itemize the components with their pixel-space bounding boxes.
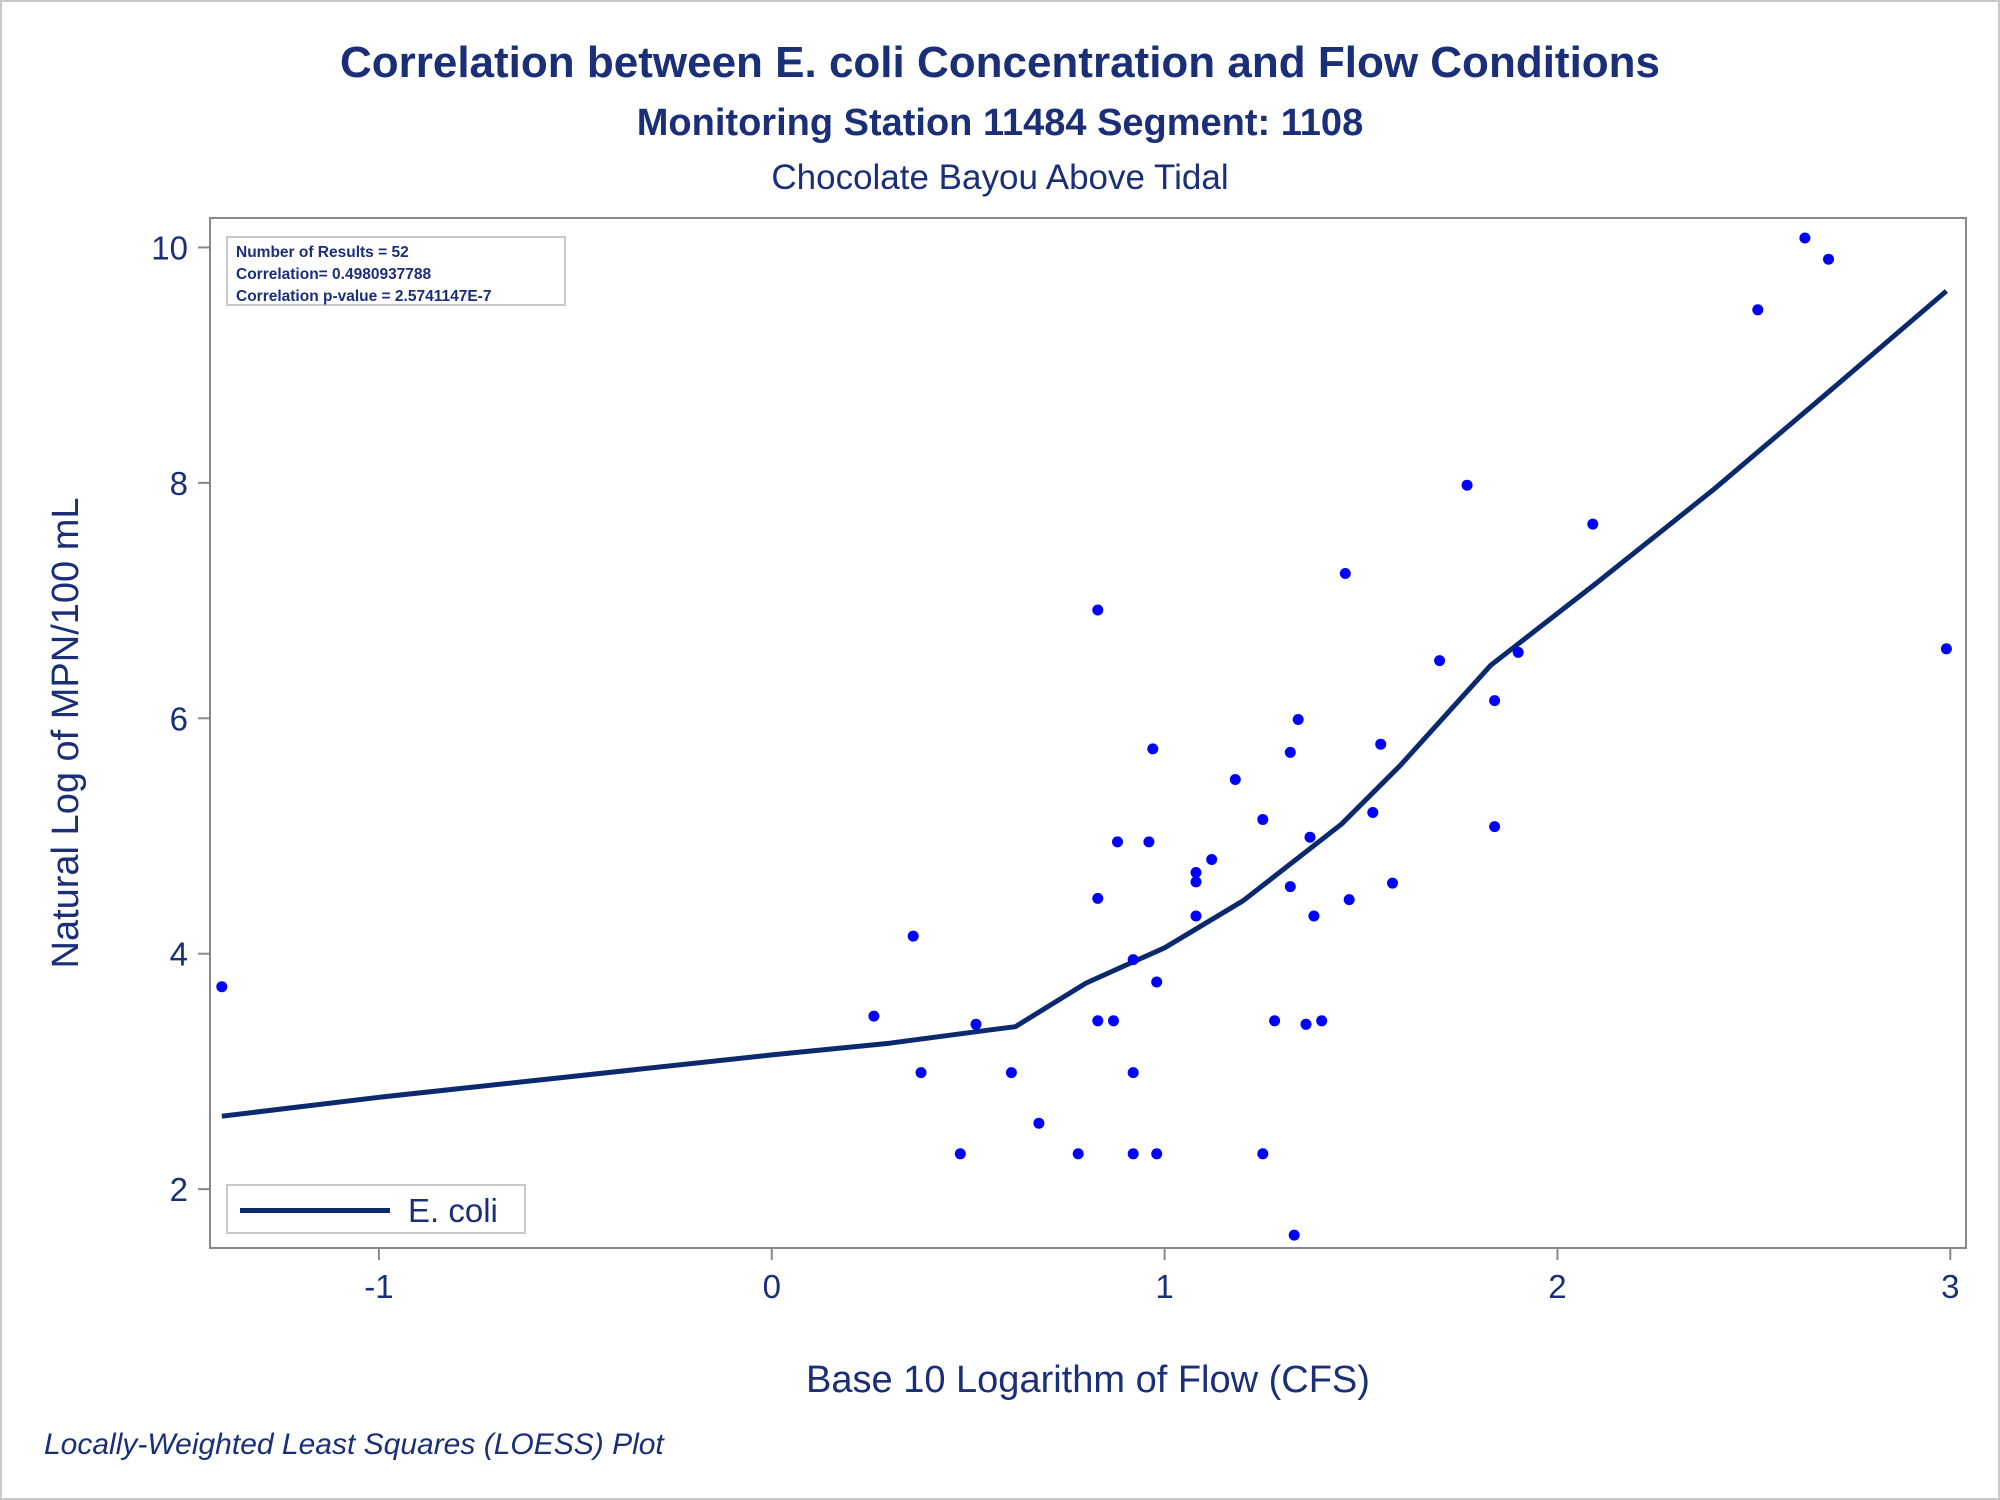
legend: E. coli <box>226 1184 526 1234</box>
data-point <box>1269 1015 1281 1027</box>
data-point <box>1190 876 1202 888</box>
y-tick-label: 8 <box>170 465 188 502</box>
data-point <box>1304 831 1316 843</box>
data-point <box>1587 518 1599 530</box>
data-point <box>1339 568 1351 579</box>
x-tick-label: 3 <box>1941 1268 1959 1305</box>
data-point <box>1143 836 1155 848</box>
data-point <box>1127 954 1139 966</box>
stat-p-value: Correlation p-value = 2.5741147E-7 <box>236 288 492 305</box>
data-point <box>1461 479 1473 491</box>
y-axis-label: Natural Log of MPN/100 mL <box>45 497 87 968</box>
loess-line <box>221 289 1949 1119</box>
data-point <box>970 1018 982 1030</box>
data-point <box>1512 646 1524 658</box>
data-point <box>1284 881 1296 893</box>
stat-correlation: Correlation= 0.4980937788 <box>236 266 432 283</box>
data-point <box>1151 1148 1163 1160</box>
data-point <box>1489 821 1501 833</box>
data-point <box>1127 1148 1139 1160</box>
data-point <box>1257 1148 1269 1160</box>
x-tick-label: -1 <box>364 1268 393 1305</box>
data-point <box>1112 836 1123 848</box>
data-point <box>1072 1148 1084 1160</box>
y-tick-label: 6 <box>170 700 188 737</box>
x-tick-label: 2 <box>1548 1268 1566 1305</box>
data-point <box>1292 714 1304 725</box>
data-point <box>1434 655 1446 667</box>
data-point <box>1752 304 1764 316</box>
data-point <box>1375 738 1387 750</box>
data-point <box>1257 814 1269 825</box>
data-point <box>1799 232 1811 244</box>
y-tick-label: 10 <box>151 229 188 266</box>
data-point <box>1127 1067 1139 1079</box>
data-point <box>954 1148 966 1160</box>
data-point <box>1367 807 1379 818</box>
chart-title: Correlation between E. coli Concentratio… <box>339 38 1661 87</box>
data-point <box>1092 1015 1104 1027</box>
data-point <box>1092 892 1104 904</box>
data-point <box>1229 774 1241 785</box>
data-point <box>868 1010 880 1022</box>
stat-number-of-results: Number of Results = 52 <box>236 244 409 261</box>
legend-label: E. coli <box>408 1192 498 1229</box>
data-point <box>907 930 919 942</box>
data-point <box>1308 910 1320 922</box>
y-tick-label: 4 <box>170 936 188 973</box>
footnote: Locally-Weighted Least Squares (LOESS) P… <box>44 1428 664 1461</box>
x-axis-label: Base 10 Logarithm of Flow (CFS) <box>806 1359 1370 1401</box>
stats-box: Number of Results = 52 Correlation= 0.49… <box>226 236 566 306</box>
data-point <box>1823 253 1834 265</box>
data-point <box>1343 894 1355 906</box>
data-point <box>1316 1015 1328 1027</box>
data-point <box>1108 1015 1119 1027</box>
data-point <box>1092 604 1104 616</box>
x-tick-label: 0 <box>763 1268 781 1305</box>
chart-subtitle: Monitoring Station 11484 Segment: 1108 <box>636 102 1364 144</box>
data-point <box>915 1067 927 1079</box>
chart-subtitle-secondary: Chocolate Bayou Above Tidal <box>771 158 1229 197</box>
legend-line-swatch <box>240 1208 390 1213</box>
data-point <box>1190 910 1202 922</box>
plot-area <box>209 217 1967 1249</box>
data-point <box>1033 1117 1045 1129</box>
data-point <box>1489 695 1501 707</box>
data-point <box>216 981 228 993</box>
data-point <box>1151 976 1163 988</box>
data-point <box>1147 743 1159 755</box>
data-point <box>1005 1067 1017 1079</box>
data-point <box>1300 1018 1312 1030</box>
data-point <box>1940 643 1952 655</box>
data-point <box>1190 867 1202 878</box>
data-point <box>1206 854 1218 865</box>
data-point <box>1387 877 1398 889</box>
data-point <box>1288 1229 1300 1241</box>
data-point <box>1284 746 1296 758</box>
x-tick-label: 1 <box>1155 1268 1173 1305</box>
y-tick-label: 2 <box>170 1171 188 1208</box>
